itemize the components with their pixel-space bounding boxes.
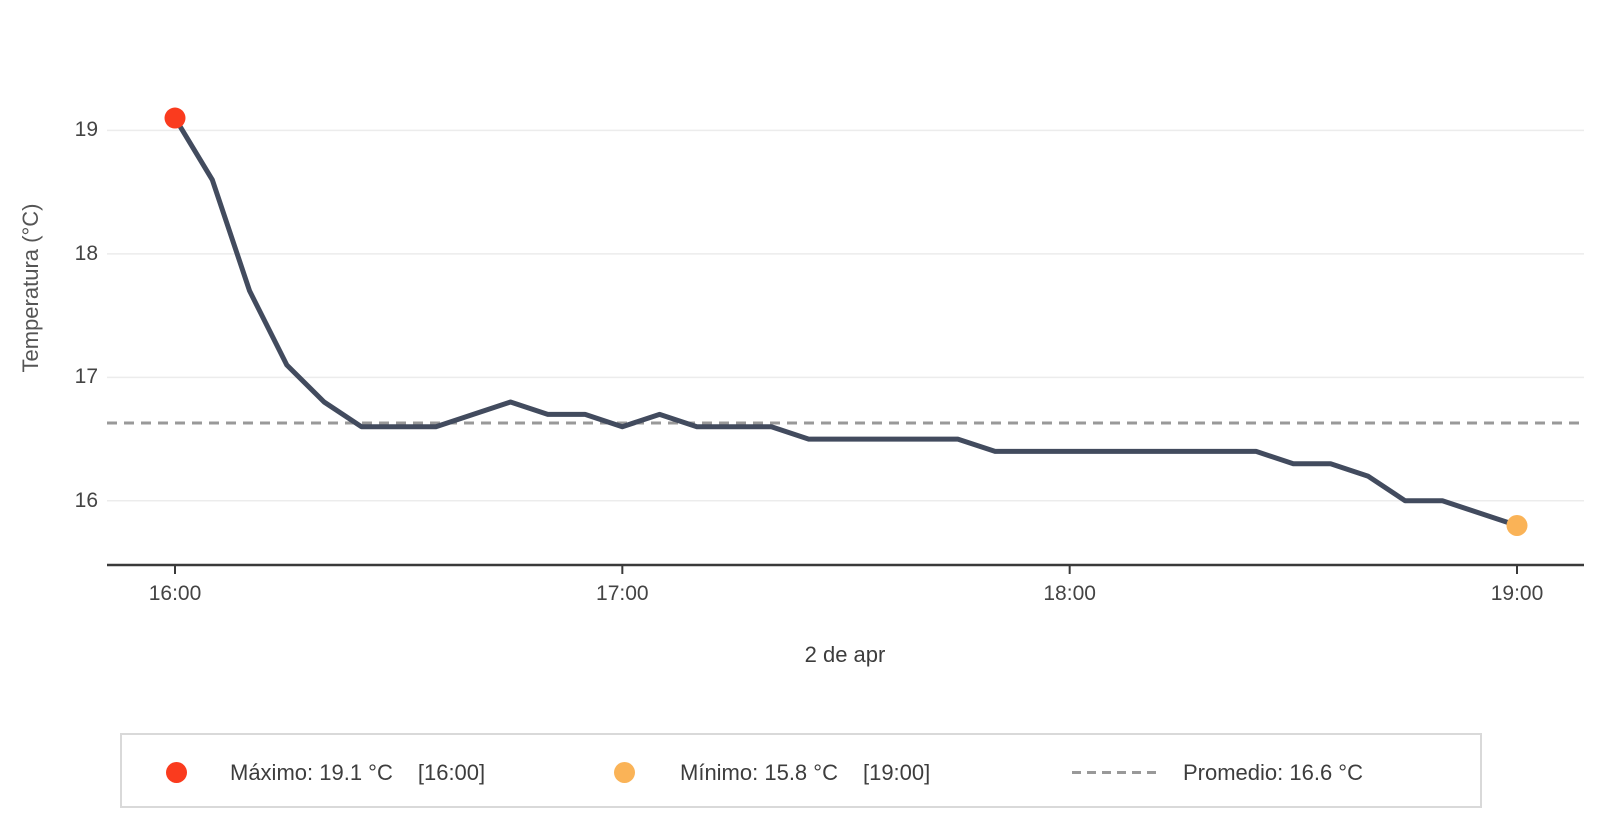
legend-item-maximo[interactable]: Máximo: 19.1 °C [16:00]	[230, 758, 485, 788]
legend: Máximo: 19.1 °C [16:00] Mínimo: 15.8 °C [1…	[120, 733, 1482, 808]
legend-item-minimo[interactable]: Mínimo: 15.8 °C [19:00]	[680, 758, 930, 788]
y-tick-label-19: 19	[74, 118, 98, 142]
legend-minimo-text: Mínimo: 15.8 °C	[680, 760, 838, 785]
legend-promedio-text: Promedio: 16.6 °C	[1183, 760, 1363, 785]
legend-max-marker-icon	[166, 762, 187, 783]
y-axis-title: Temperatura (°C)	[18, 203, 43, 373]
legend-average-dash-icon	[1072, 771, 1156, 774]
legend-item-promedio[interactable]: Promedio: 16.6 °C	[1183, 758, 1363, 788]
legend-maximo-text: Máximo: 19.1 °C	[230, 760, 393, 785]
min-point-marker	[1506, 514, 1528, 536]
x-tick-label-1600: 16:00	[148, 582, 202, 605]
x-tick-label-1700: 17:00	[596, 582, 649, 605]
max-point-marker	[164, 107, 186, 129]
y-tick-label-16: 16	[74, 488, 98, 512]
temperature-line	[172, 115, 1520, 528]
legend-minimo-time: [19:00]	[862, 760, 931, 785]
x-axis-title: 2 de apr	[804, 642, 886, 667]
x-tick-label-1800: 18:00	[1043, 582, 1096, 605]
x-tick-label-1900: 19:00	[1490, 582, 1544, 605]
legend-min-marker-icon	[614, 762, 635, 783]
legend-maximo-time: [16:00]	[417, 760, 486, 785]
y-tick-label-17: 17	[74, 365, 98, 389]
y-tick-label-18: 18	[74, 241, 98, 265]
